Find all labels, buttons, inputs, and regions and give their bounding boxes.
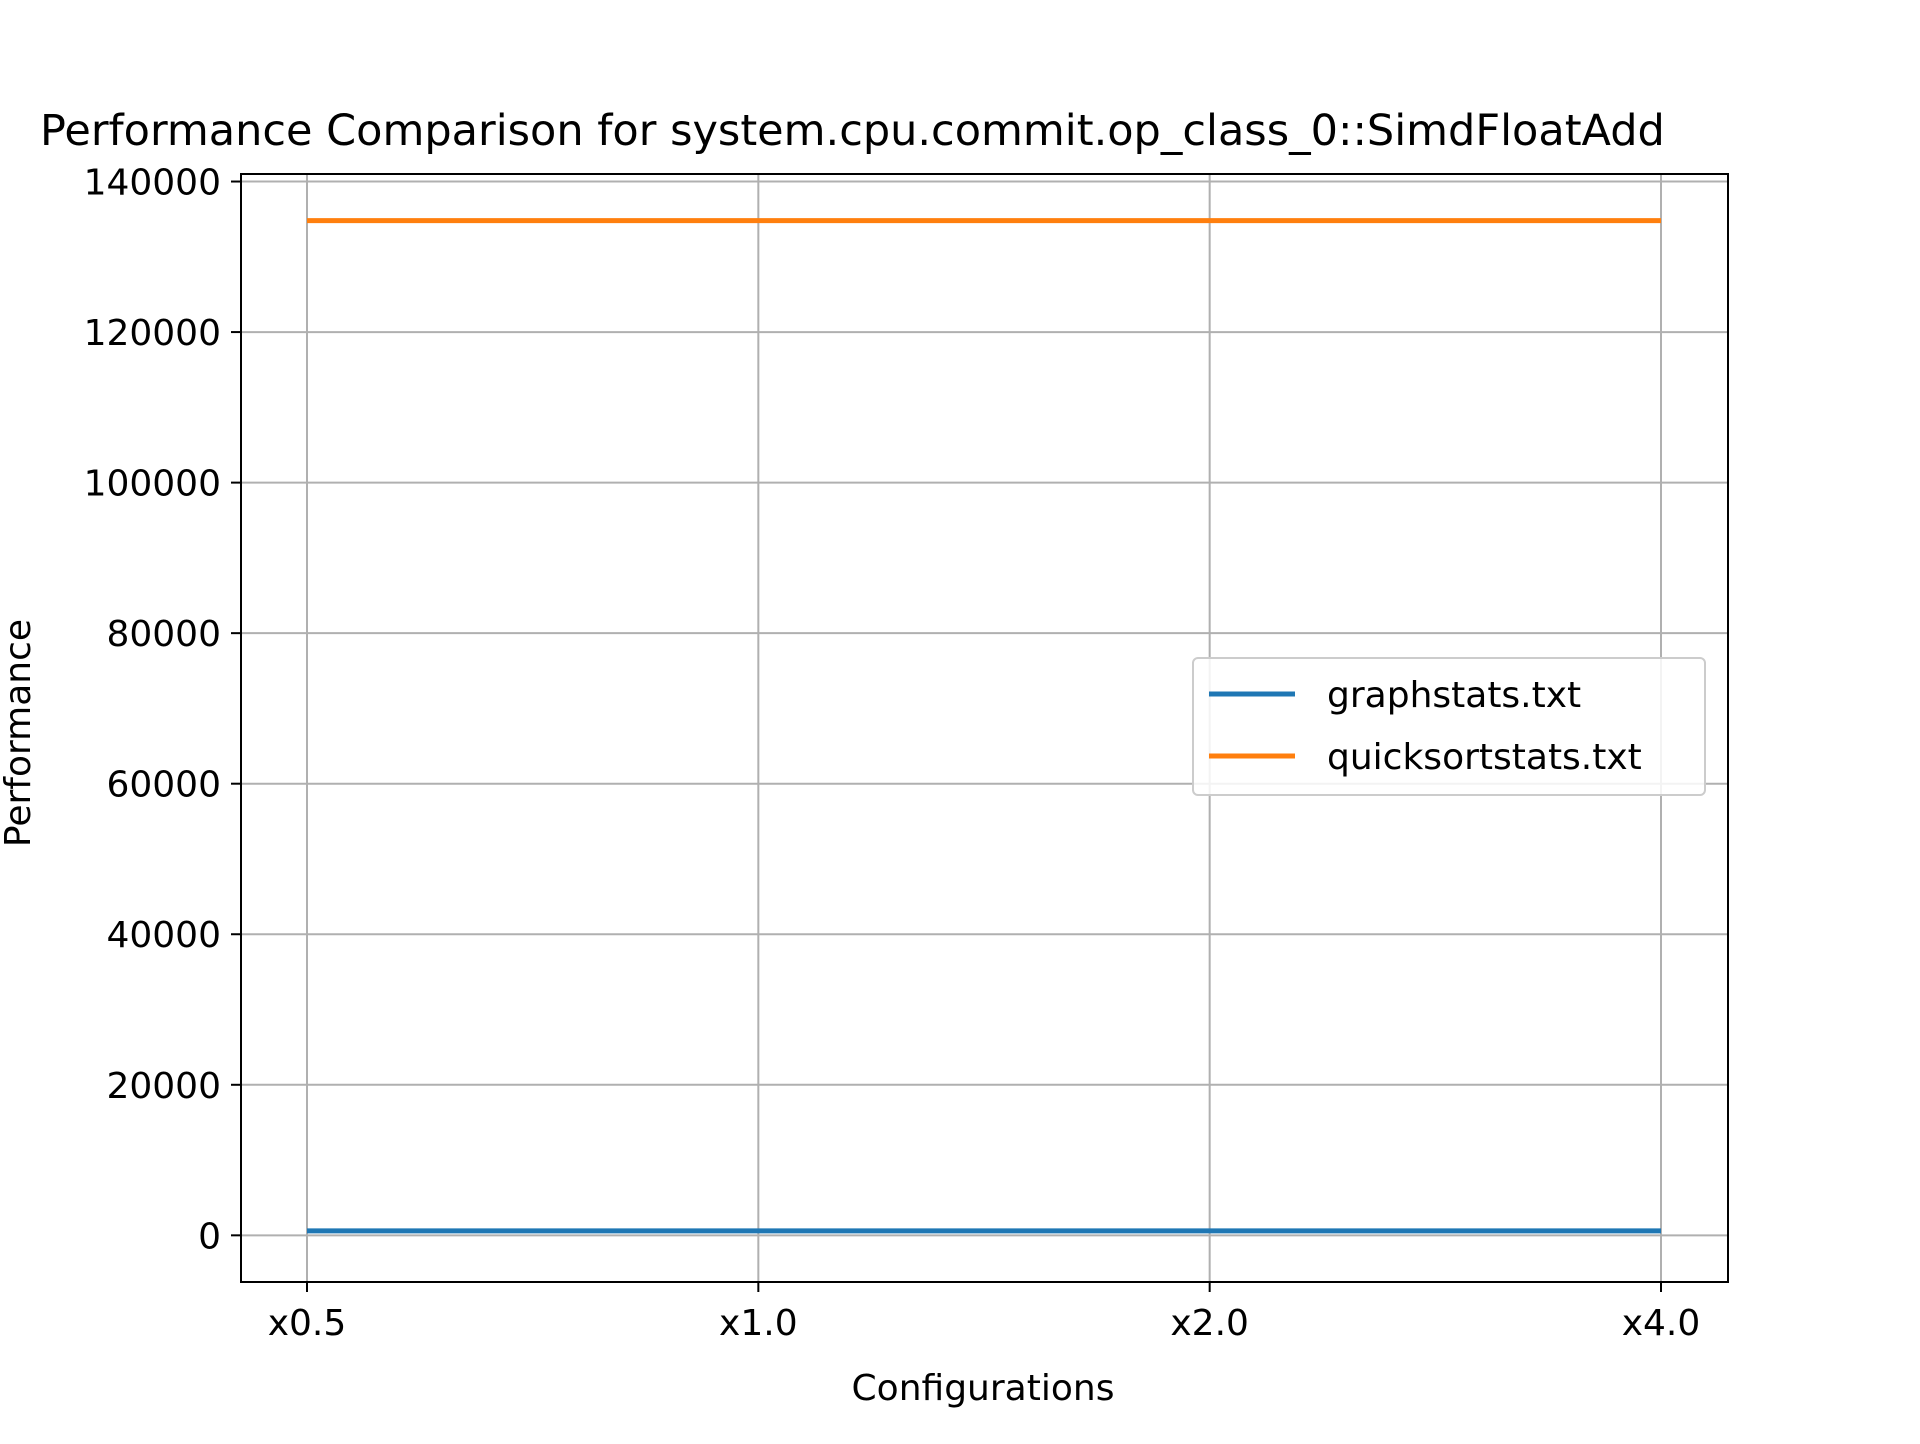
plot-frame <box>240 173 1729 1283</box>
y-tick-label: 0 <box>198 1216 221 1257</box>
x-axis-label: Configurations <box>852 1368 1115 1409</box>
y-tick-label: 20000 <box>106 1066 221 1107</box>
x-tick-label: x4.0 <box>1622 1303 1701 1344</box>
chart-title: Performance Comparison for system.cpu.co… <box>40 106 1665 156</box>
x-tick-label: x1.0 <box>719 1303 798 1344</box>
y-tick-label: 120000 <box>84 313 221 354</box>
y-axis-label: Performance <box>0 619 39 847</box>
legend: graphstats.txt quicksortstats.txt <box>1192 657 1706 796</box>
tick-layer: 0 20000 40000 60000 80000 100000 120000 140000 x… <box>84 163 1701 1344</box>
legend-label-graphstats: graphstats.txt <box>1327 675 1581 716</box>
legend-box <box>1192 657 1706 796</box>
y-tick-label: 40000 <box>106 915 221 956</box>
x-tick-label: x0.5 <box>268 1303 347 1344</box>
legend-label-quicksortstats: quicksortstats.txt <box>1327 737 1642 778</box>
y-tick-label: 80000 <box>106 614 221 655</box>
y-tick-label: 60000 <box>106 765 221 806</box>
series-layer <box>307 218 1661 1234</box>
y-tick-label: 100000 <box>84 464 221 505</box>
y-tick-label: 140000 <box>84 163 221 204</box>
x-tick-label: x2.0 <box>1170 1303 1249 1344</box>
